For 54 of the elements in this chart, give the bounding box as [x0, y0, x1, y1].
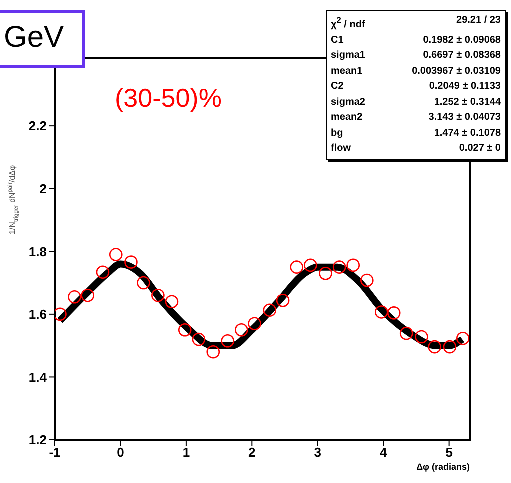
x-tick-label: 5	[446, 445, 453, 460]
text: sigma2 1.252 ± 0.3144	[331, 96, 501, 108]
point	[109, 248, 123, 262]
point	[96, 266, 110, 280]
point	[319, 266, 332, 280]
point	[443, 340, 457, 354]
point	[221, 334, 234, 348]
annotation: (30-50)%	[115, 83, 222, 113]
point	[360, 274, 374, 288]
text: sigma1 0.6697 ± 0.08368	[331, 50, 501, 62]
point	[374, 306, 388, 319]
point	[165, 295, 179, 309]
point	[415, 330, 428, 344]
y-tick-label: 1.8	[28, 244, 47, 260]
x-axis-title: Δφ (radians)	[416, 462, 470, 472]
point	[234, 323, 248, 337]
text: χ$^{2}$ / ndf 29.21 / 23	[331, 15, 501, 30]
point	[68, 290, 82, 304]
text: GeV	[4, 21, 64, 54]
x-tick-label: 2	[248, 445, 256, 460]
y-tick-label: 1.2	[28, 432, 47, 448]
point	[178, 323, 192, 337]
point	[290, 260, 304, 274]
point	[152, 288, 165, 302]
x-tick-label: 1	[182, 445, 190, 460]
y-tick-label: 1.4	[28, 370, 48, 385]
point	[346, 258, 360, 272]
text: mean1 0.003967 ± 0.03109	[331, 66, 501, 77]
point	[304, 258, 318, 272]
point	[276, 294, 290, 308]
y-tick-label: 1.6	[28, 307, 47, 322]
x-tick-label: 4	[380, 445, 388, 460]
point	[137, 276, 150, 290]
text: bg 1.474 ± 0.1078	[331, 128, 501, 139]
point	[332, 260, 346, 274]
y-tick-label: 2.2	[28, 118, 47, 134]
point	[192, 332, 206, 346]
point	[387, 306, 401, 320]
text: C2 0.2049 ± 0.1133	[331, 81, 501, 92]
point	[263, 304, 277, 317]
x-tick-label: -1	[49, 445, 61, 460]
text: C1 0.1982 ± 0.09068	[331, 34, 501, 46]
point	[248, 317, 262, 330]
y-tick-label: 2	[40, 181, 47, 196]
point	[206, 345, 220, 359]
text: mean2 3.143 ± 0.04073	[331, 112, 501, 124]
point	[428, 340, 442, 354]
x-tick-label: 3	[314, 445, 322, 460]
point	[124, 256, 138, 269]
point	[456, 332, 470, 346]
text: flow 0.027 ± 0	[331, 143, 501, 154]
point	[400, 326, 414, 340]
point	[81, 288, 95, 302]
x-tick-label: 0	[117, 445, 124, 460]
